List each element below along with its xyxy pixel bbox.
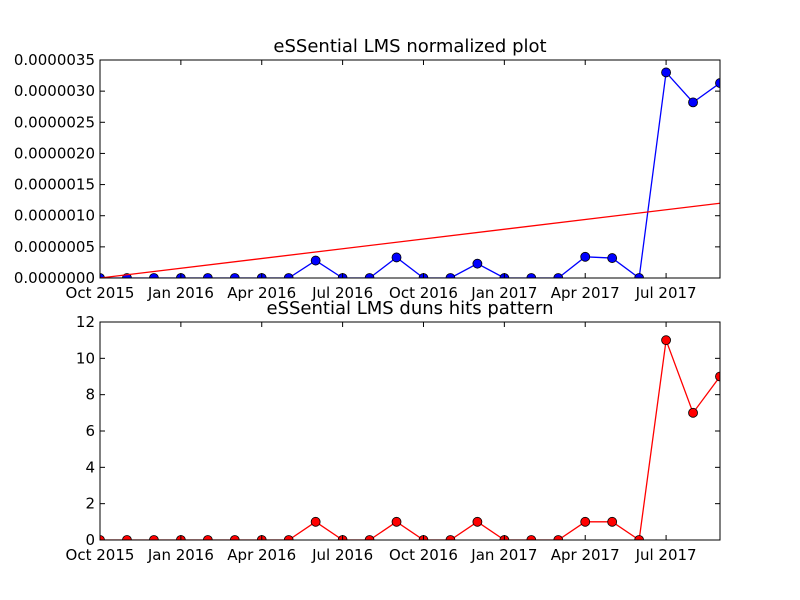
x-tick-label: Apr 2016 xyxy=(227,284,296,302)
data-point xyxy=(472,516,483,527)
data-point xyxy=(661,67,671,78)
x-tick-label: Jan 2016 xyxy=(147,546,214,564)
y-tick-label: 2 xyxy=(85,495,95,513)
data-point xyxy=(526,273,537,278)
data-point xyxy=(364,273,375,278)
data-point xyxy=(553,535,564,540)
y-tick-label: 10 xyxy=(76,349,95,367)
y-tick-label: 8 xyxy=(85,386,95,404)
x-tick-label: Jan 2016 xyxy=(147,284,214,302)
y-tick-label: 0.0000025 xyxy=(14,113,95,131)
data-point xyxy=(580,251,591,262)
y-tick-label: 12 xyxy=(76,313,95,331)
x-tick-label: Jul 2016 xyxy=(311,284,373,302)
x-tick-label: Oct 2016 xyxy=(389,546,458,564)
x-tick-label: Apr 2017 xyxy=(551,284,620,302)
data-point xyxy=(202,273,213,278)
data-point xyxy=(310,516,321,527)
data-point xyxy=(688,407,698,418)
series-group xyxy=(100,335,720,540)
chart-title: eSSential LMS duns hits pattern xyxy=(267,298,554,319)
chart-title: eSSential LMS normalized plot xyxy=(273,36,546,57)
y-tick-label: 0 xyxy=(85,531,95,549)
x-tick-label: Jan 2017 xyxy=(470,284,537,302)
data-point xyxy=(634,273,645,278)
x-tick-label: Oct 2016 xyxy=(389,284,458,302)
series-line xyxy=(100,339,720,540)
series-group xyxy=(100,67,720,278)
x-tick-label: Oct 2015 xyxy=(66,284,135,302)
data-point xyxy=(364,535,375,540)
data-point xyxy=(391,252,402,263)
series-line xyxy=(100,70,720,278)
x-tick-label: Apr 2016 xyxy=(227,546,296,564)
data-point xyxy=(472,258,483,269)
data-point xyxy=(149,535,159,540)
data-point xyxy=(715,78,720,88)
y-tick-label: 0.0000010 xyxy=(14,207,95,225)
x-tick-label: Oct 2015 xyxy=(66,546,135,564)
chart-1: eSSential LMS normalized plot Oct 2015 Jan… xyxy=(14,36,721,302)
data-point xyxy=(607,516,618,527)
data-point xyxy=(391,516,402,527)
data-point xyxy=(283,535,294,540)
data-point xyxy=(229,273,240,278)
data-point xyxy=(202,535,213,540)
y-tick-label: 0.0000005 xyxy=(14,238,95,256)
x-tick-label: Jul 2016 xyxy=(311,546,373,564)
data-point xyxy=(149,273,159,278)
y-tick-label: 0.0000015 xyxy=(14,176,95,194)
data-point xyxy=(445,535,456,540)
axes-frame xyxy=(99,59,721,279)
x-tick-label: Apr 2017 xyxy=(551,546,620,564)
axes-frame xyxy=(99,321,721,541)
data-point xyxy=(229,535,240,540)
data-point xyxy=(580,516,591,527)
data-point xyxy=(100,535,105,540)
y-tick-label: 0.0000000 xyxy=(14,269,95,287)
trend-line xyxy=(100,202,720,278)
data-point xyxy=(688,97,698,108)
x-tick-label: Jul 2017 xyxy=(635,284,697,302)
data-point xyxy=(526,535,537,540)
data-point xyxy=(607,253,618,263)
data-point xyxy=(310,255,321,266)
y-tick-label: 0.0000035 xyxy=(14,51,95,69)
x-tick-label: Jan 2017 xyxy=(470,546,537,564)
data-point xyxy=(715,371,720,382)
data-point xyxy=(283,273,294,278)
data-point xyxy=(100,273,105,278)
y-tick-label: 0.0000020 xyxy=(14,144,95,162)
y-tick-label: 6 xyxy=(85,422,95,440)
data-point xyxy=(634,535,645,540)
x-tick-label: Jul 2017 xyxy=(635,546,697,564)
data-point xyxy=(553,273,564,278)
data-point xyxy=(122,535,132,540)
y-tick-label: 0.0000030 xyxy=(14,82,95,100)
data-point xyxy=(661,335,671,346)
chart-2: eSSential LMS duns hits pattern Oct 2015 J… xyxy=(66,298,721,564)
y-tick-label: 4 xyxy=(85,458,95,476)
data-point xyxy=(445,273,456,278)
